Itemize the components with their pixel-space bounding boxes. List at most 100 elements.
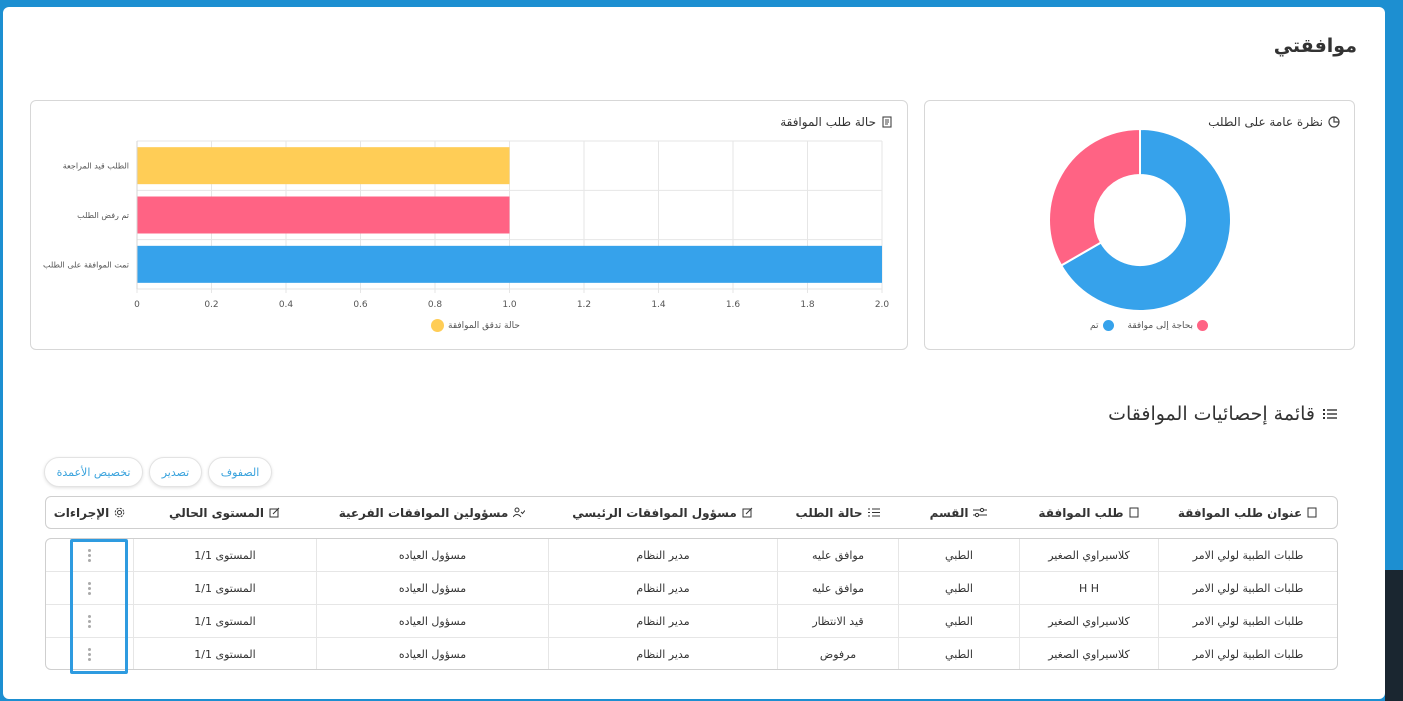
x-tick-label: 0 [134, 300, 140, 310]
bar-legend-label: حالة تدقق الموافقة [448, 320, 520, 331]
approval-status-bar-chart: 0 0.2 0.4 0.6 0.8 1.0 1.2 1.4 1.6 1.8 2.0 الطلب قيد… [43, 140, 890, 310]
col-sub-approvers[interactable]: مسؤولين الموافقات الفرعية [316, 497, 548, 528]
document-icon [882, 116, 892, 128]
x-tick-label: 1.0 [502, 300, 517, 310]
bar[interactable] [137, 196, 510, 234]
table-row[interactable]: طلبات الطبية لولي الامر H H الطبي موافق … [46, 572, 1337, 605]
col-request-status[interactable]: حالة الطلب [777, 497, 898, 528]
request-overview-title: نظرة عامة على الطلب [1208, 115, 1340, 129]
table-body: طلبات الطبية لولي الامر كلاسيراوي الصغير… [45, 538, 1338, 670]
bar-legend-swatch [431, 319, 444, 332]
sliders-icon [973, 507, 988, 518]
cell-sub-approvers: مسؤول العياده [316, 572, 548, 604]
pie-slice[interactable] [1059, 127, 1232, 312]
legend-done-swatch [1102, 320, 1114, 331]
cell-department: الطبي [898, 638, 1019, 669]
document-icon [1307, 507, 1317, 518]
approvals-list-title: قائمة إحصائيات الموافقات [1108, 403, 1337, 425]
x-tick-label: 2.0 [875, 300, 890, 310]
edit-icon [742, 507, 753, 518]
x-tick-label: 0.8 [428, 300, 443, 310]
cell-department: الطبي [898, 572, 1019, 604]
export-button[interactable]: تصدير [149, 457, 202, 487]
legend-done-label: تم [1090, 320, 1099, 331]
table-header: عنوان طلب الموافقة طلب الموافقة القسم حا… [45, 496, 1338, 529]
x-tick-label: 0.2 [204, 300, 218, 310]
row-actions-menu[interactable] [46, 605, 133, 637]
list-check-icon [867, 508, 880, 517]
approvals-list-label: قائمة إحصائيات الموافقات [1108, 403, 1315, 425]
kebab-icon[interactable] [88, 581, 91, 595]
document-icon [1129, 507, 1139, 518]
cell-status: قيد الانتظار [777, 605, 898, 637]
category-label: الطلب قيد المراجعة [63, 162, 129, 171]
main-panel: موافقتي نظرة عامة على الطلب بحاجة إلى مو… [3, 7, 1385, 699]
legend-pending-swatch [1197, 320, 1209, 331]
category-label: تم رفض الطلب [77, 211, 129, 220]
cell-department: الطبي [898, 605, 1019, 637]
bar[interactable] [137, 245, 882, 283]
request-overview-doughnut [1048, 127, 1232, 312]
table-row[interactable]: طلبات الطبية لولي الامر كلاسيراوي الصغير… [46, 539, 1337, 572]
cell-sub-approvers: مسؤول العياده [316, 638, 548, 669]
approval-status-title: حالة طلب الموافقة [780, 115, 893, 129]
cell-status: موافق عليه [777, 572, 898, 604]
approval-status-label: حالة طلب الموافقة [780, 115, 876, 129]
x-tick-label: 0.6 [353, 300, 368, 310]
customize-columns-button[interactable]: تخصيص الأعمدة [44, 457, 143, 487]
cell-current-level: المستوى 1/1 [133, 638, 316, 669]
table-row[interactable]: طلبات الطبية لولي الامر كلاسيراوي الصغير… [46, 638, 1337, 669]
col-current-level[interactable]: المستوى الحالي [133, 497, 316, 528]
cell-sub-approvers: مسؤول العياده [316, 539, 548, 571]
background-strip [1385, 570, 1403, 701]
col-department[interactable]: القسم [898, 497, 1019, 528]
cell-approval-request: H H [1019, 572, 1158, 604]
row-actions-menu[interactable] [46, 572, 133, 604]
cell-approval-request: كلاسيراوي الصغير [1019, 605, 1158, 637]
cell-current-level: المستوى 1/1 [133, 539, 316, 571]
list-icon [1323, 409, 1337, 419]
col-actions: الإجراءات [46, 497, 133, 528]
cell-status: موافق عليه [777, 539, 898, 571]
cell-main-approver: مدير النظام [548, 572, 777, 604]
cell-request-title: طلبات الطبية لولي الامر [1158, 572, 1337, 604]
cell-current-level: المستوى 1/1 [133, 572, 316, 604]
cell-status: مرفوض [777, 638, 898, 669]
x-tick-label: 1.6 [726, 300, 741, 310]
cell-main-approver: مدير النظام [548, 638, 777, 669]
kebab-icon[interactable] [88, 648, 91, 661]
cell-request-title: طلبات الطبية لولي الامر [1158, 605, 1337, 637]
page-title: موافقتي [1273, 35, 1357, 57]
kebab-icon[interactable] [88, 614, 91, 628]
col-request-title[interactable]: عنوان طلب الموافقة [1158, 497, 1337, 528]
cell-sub-approvers: مسؤول العياده [316, 605, 548, 637]
pie-slice[interactable] [1048, 127, 1141, 267]
x-tick-label: 1.4 [651, 300, 666, 310]
cell-request-title: طلبات الطبية لولي الامر [1158, 638, 1337, 669]
approval-status-card: حالة طلب الموافقة 0 0.2 0.4 0.6 0.8 1.0 1.2 1.4… [30, 100, 908, 350]
request-overview-label: نظرة عامة على الطلب [1208, 115, 1323, 129]
bar[interactable] [137, 147, 510, 185]
actions-column-highlight [70, 539, 128, 674]
x-tick-label: 1.8 [800, 300, 815, 310]
edit-icon [269, 507, 280, 518]
pie-legend: بحاجة إلى موافقة تم [1090, 320, 1209, 331]
row-actions-menu[interactable] [46, 638, 133, 669]
category-label: تمت الموافقة على الطلب [43, 260, 129, 269]
legend-pending-label: بحاجة إلى موافقة [1127, 320, 1194, 331]
cell-main-approver: مدير النظام [548, 605, 777, 637]
bar-legend: حالة تدقق الموافقة [431, 319, 520, 332]
gear-icon [114, 507, 125, 518]
cell-approval-request: كلاسيراوي الصغير [1019, 539, 1158, 571]
x-tick-label: 0.4 [279, 300, 294, 310]
cell-department: الطبي [898, 539, 1019, 571]
cell-current-level: المستوى 1/1 [133, 605, 316, 637]
kebab-icon[interactable] [88, 548, 91, 562]
col-main-approver[interactable]: مسؤول الموافقات الرئيسي [548, 497, 777, 528]
row-actions-menu[interactable] [46, 539, 133, 571]
col-approval-request[interactable]: طلب الموافقة [1019, 497, 1158, 528]
cell-main-approver: مدير النظام [548, 539, 777, 571]
rows-button[interactable]: الصفوف [208, 457, 272, 487]
pie-chart-icon [1328, 116, 1340, 128]
table-row[interactable]: طلبات الطبية لولي الامر كلاسيراوي الصغير… [46, 605, 1337, 638]
